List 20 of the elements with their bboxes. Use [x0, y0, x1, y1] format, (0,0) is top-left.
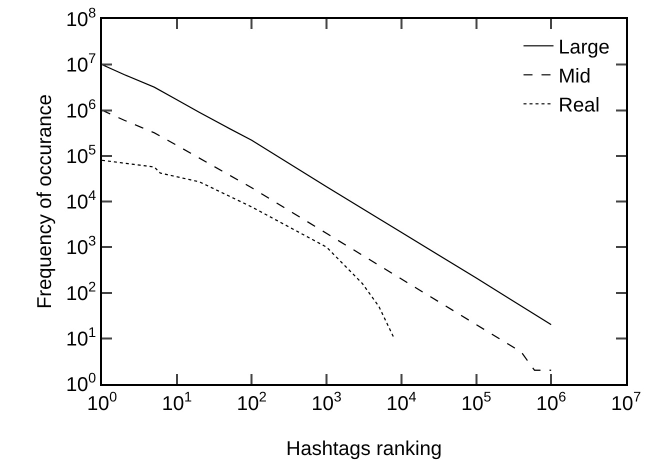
x-tick-label: 10$^{5}$ [461, 388, 492, 415]
y-tick-label: 10$^{5}$ [66, 141, 96, 168]
x-tick-label: 10$^{1}$ [162, 388, 192, 415]
y-tick-label: 10$^{1}$ [66, 324, 96, 350]
x-tick-label: 10$^{4}$ [386, 388, 417, 415]
x-tick-label: 10$^{3}$ [312, 388, 342, 415]
y-tick-label: 10$^{2}$ [66, 278, 96, 305]
legend-label: Real [558, 94, 600, 117]
legend-label: Mid [558, 66, 591, 88]
x-tick-label: 10$^{2}$ [236, 388, 267, 415]
legend-label: Large [558, 36, 610, 59]
y-tick-label: 10$^{4}$ [66, 187, 96, 214]
y-tick-label: 10$^{8}$ [66, 4, 96, 31]
y-tick-label: 10$^{3}$ [66, 232, 96, 260]
y-tick-label: 10$^{7}$ [66, 50, 96, 77]
x-tick-label: 10$^{7}$ [610, 388, 642, 415]
y-axis-title: Frequency of occurance [34, 94, 56, 309]
x-tick-label: 10$^{6}$ [536, 388, 566, 415]
y-tick-label: 10$^{6}$ [66, 96, 96, 122]
x-axis-title: Hashtags ranking [286, 438, 442, 460]
